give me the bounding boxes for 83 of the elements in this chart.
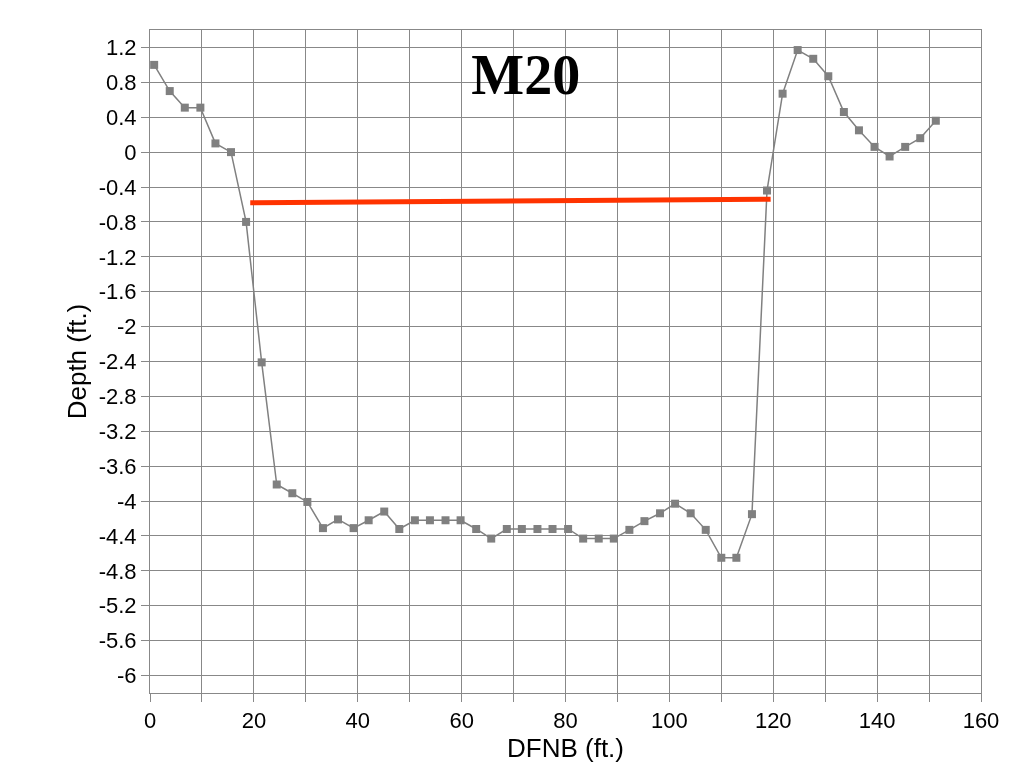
point — [425, 516, 434, 525]
point — [732, 553, 741, 562]
point — [854, 126, 863, 135]
point — [196, 103, 205, 112]
point — [916, 134, 925, 143]
point — [870, 142, 879, 151]
point — [272, 480, 281, 489]
x-tick-label: 60 — [449, 708, 474, 734]
point — [257, 358, 266, 367]
point — [793, 46, 802, 55]
point — [227, 148, 236, 157]
point — [303, 497, 312, 506]
point — [564, 524, 573, 533]
y-tick-label: 0.4 — [106, 104, 137, 130]
x-axis-title: DFNB (ft.) — [507, 733, 624, 764]
point — [778, 89, 787, 98]
y-tick-label: 1.2 — [106, 35, 137, 61]
point — [441, 516, 450, 525]
point — [809, 54, 818, 63]
point — [824, 72, 833, 81]
chart-title: M20 — [471, 44, 581, 107]
point — [517, 524, 526, 533]
y-tick-label: -2.4 — [98, 349, 137, 375]
x-tick-label: 20 — [241, 708, 267, 734]
point — [656, 509, 665, 518]
y-tick-label: -2 — [117, 314, 137, 340]
y-tick-label: -0.8 — [98, 209, 137, 235]
y-tick-label: -4 — [117, 488, 137, 514]
x-tick-label: 80 — [553, 708, 578, 734]
y-tick-label: -5.2 — [98, 593, 137, 619]
point — [487, 534, 496, 543]
point — [288, 489, 297, 498]
point — [242, 217, 251, 226]
x-tick-label: 100 — [651, 708, 688, 734]
y-tick-label: -3.2 — [98, 418, 137, 444]
y-tick-label: -4.8 — [98, 558, 137, 584]
y-tick-label: -2.8 — [98, 384, 137, 410]
point — [349, 524, 358, 533]
y-tick-label: 0.8 — [106, 70, 137, 96]
point — [395, 524, 404, 533]
point — [318, 524, 327, 533]
y-tick-label: -0.4 — [98, 174, 137, 200]
point — [502, 524, 511, 533]
x-tick-label: 120 — [754, 708, 792, 734]
y-tick-label: -4.4 — [98, 523, 137, 549]
point — [594, 534, 603, 543]
point — [334, 515, 343, 524]
point — [150, 60, 159, 69]
point — [472, 524, 481, 533]
point — [579, 534, 588, 543]
point — [717, 553, 726, 562]
point — [763, 186, 772, 195]
point — [671, 499, 680, 508]
point — [380, 507, 389, 516]
point — [901, 142, 910, 151]
point — [686, 509, 695, 518]
y-tick-label: -1.6 — [98, 279, 137, 305]
point — [701, 525, 710, 534]
x-tick-label: 0 — [143, 708, 157, 734]
x-tick-label: 160 — [962, 708, 1000, 734]
point — [609, 534, 618, 543]
point — [165, 87, 174, 96]
point — [533, 524, 542, 533]
point — [640, 517, 649, 526]
y-tick-label: -6 — [117, 663, 137, 689]
point — [548, 524, 557, 533]
point — [885, 152, 894, 161]
point — [747, 510, 756, 519]
point — [456, 516, 465, 525]
point — [211, 139, 220, 148]
y-tick-label: -3.6 — [98, 453, 137, 479]
point — [931, 116, 940, 125]
y-tick-label: 0 — [124, 139, 137, 165]
y-axis-title: Depth (ft.) — [62, 303, 93, 420]
point — [410, 516, 419, 525]
y-tick-label: -1.2 — [98, 244, 137, 270]
x-tick-label: 140 — [858, 708, 896, 734]
point — [625, 525, 634, 534]
point — [364, 516, 373, 525]
point — [180, 103, 189, 112]
y-tick-label: -5.6 — [98, 628, 137, 654]
point — [839, 108, 848, 116]
x-tick-label: 40 — [345, 708, 370, 734]
